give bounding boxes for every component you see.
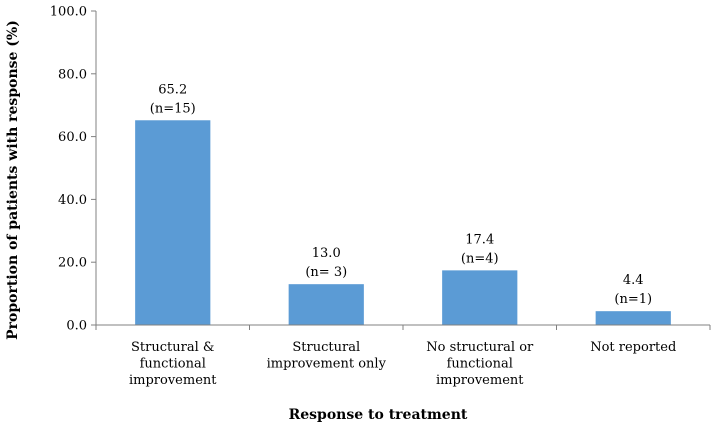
x-category-label: No structural or [426,340,534,355]
x-category-label: functional [447,357,513,372]
data-label: (n=1) [614,292,652,307]
bar [288,284,364,325]
y-axis-title: Proportion of patients with response (%) [5,20,21,340]
bar [135,120,211,325]
bar [442,270,518,325]
data-label: 65.2 [158,82,187,97]
category-labels: Structural &functionalimprovementStructu… [129,340,676,388]
x-category-label: improvement [436,373,524,388]
x-category-label: Structural [292,340,360,355]
y-tick-label: 40.0 [58,193,87,208]
x-category-label: Not reported [590,340,676,355]
data-label: (n=15) [150,101,196,116]
data-label: (n= 3) [305,265,347,280]
data-labels: 65.2 (n=15) 13.0 (n= 3) 17.4 (n=4) 4.4 (n=1) [150,82,652,307]
axes [91,10,711,330]
y-tick-label: 100.0 [50,5,87,20]
data-label: 17.4 [465,232,494,247]
x-category-label: improvement only [267,357,387,372]
data-label: 13.0 [312,246,341,261]
x-category-label: improvement [129,373,217,388]
data-label: (n=4) [461,251,499,266]
x-category-label: Structural & [131,340,214,355]
y-tick-label: 80.0 [58,67,87,82]
bar [595,311,671,325]
x-category-label: functional [140,357,206,372]
y-tick-label: 20.0 [58,256,87,271]
y-tick-label: 0.0 [66,319,87,334]
bars [135,120,671,325]
x-axis-title: Response to treatment [289,407,468,423]
data-label: 4.4 [623,273,644,288]
y-tick-label: 60.0 [58,130,87,145]
y-axis-ticks: 0.0 20.0 40.0 60.0 80.0 100.0 [50,5,87,334]
